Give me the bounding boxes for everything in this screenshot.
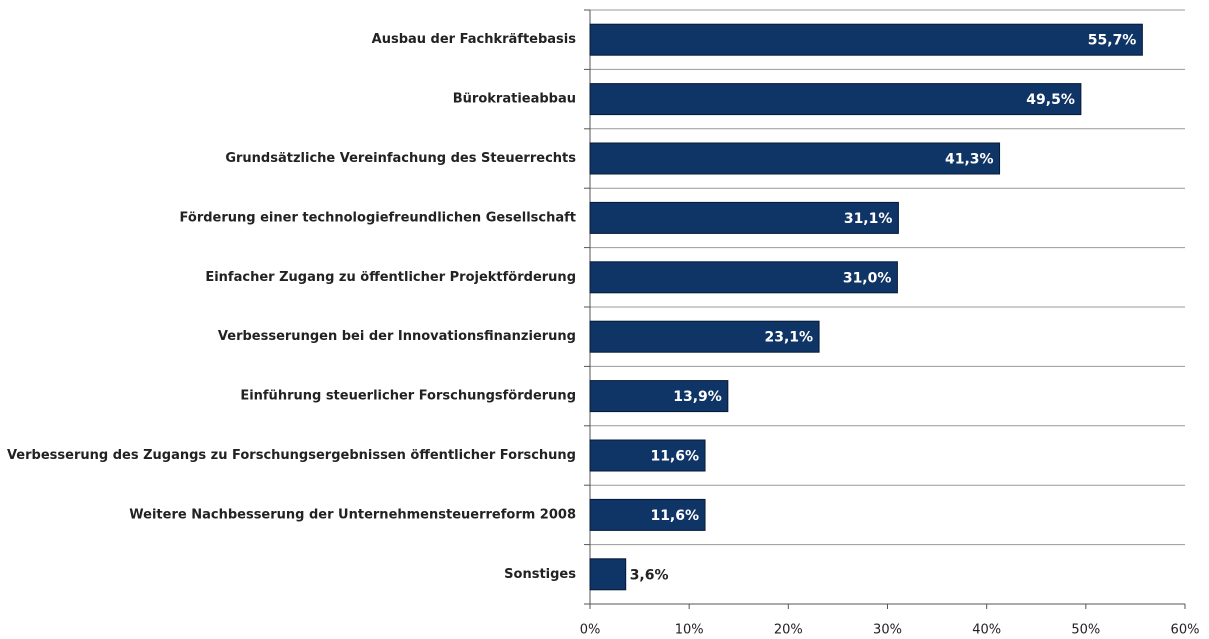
- category-label: Einfacher Zugang zu öffentlicher Projekt…: [205, 270, 576, 285]
- x-tick-label: 50%: [1071, 623, 1100, 638]
- value-label: 13,9%: [673, 389, 722, 405]
- value-label: 23,1%: [764, 330, 813, 346]
- category-label: Förderung einer technologiefreundlichen …: [180, 210, 576, 225]
- category-label: Verbesserungen bei der Innovationsfinanz…: [218, 329, 576, 344]
- bar: [589, 320, 820, 353]
- x-tick-label: 60%: [1171, 623, 1200, 638]
- bar: [589, 380, 729, 413]
- x-tick-label: 40%: [972, 623, 1001, 638]
- value-label: 11,6%: [650, 449, 699, 465]
- value-label: 41,3%: [945, 152, 994, 168]
- bar: [589, 439, 706, 472]
- value-label: 49,5%: [1026, 92, 1075, 108]
- category-label: Bürokratieabbau: [453, 92, 576, 107]
- category-label: Grundsätzliche Vereinfachung des Steuerr…: [225, 151, 576, 166]
- value-label: 31,0%: [843, 270, 892, 286]
- category-label: Sonstiges: [504, 567, 576, 582]
- bar: [589, 261, 898, 294]
- category-label: Ausbau der Fachkräftebasis: [372, 32, 577, 47]
- bar: [589, 23, 1143, 56]
- value-label: 31,1%: [844, 211, 893, 227]
- x-tick-label: 0%: [580, 623, 601, 638]
- bar: [589, 83, 1082, 116]
- bar: [589, 142, 1001, 175]
- x-tick-label: 10%: [675, 623, 704, 638]
- x-tick-label: 30%: [873, 623, 902, 638]
- category-label: Weitere Nachbesserung der Unternehmenste…: [129, 507, 576, 522]
- x-tick-label: 20%: [774, 623, 803, 638]
- category-label: Verbesserung des Zugangs zu Forschungser…: [7, 448, 576, 463]
- value-label: 11,6%: [650, 508, 699, 524]
- bar: [589, 558, 627, 591]
- value-label: 3,6%: [630, 567, 669, 583]
- bar: [589, 498, 706, 531]
- category-label: Einführung steuerlicher Forschungsförder…: [240, 389, 576, 404]
- bar: [589, 201, 899, 234]
- value-label: 55,7%: [1088, 33, 1137, 49]
